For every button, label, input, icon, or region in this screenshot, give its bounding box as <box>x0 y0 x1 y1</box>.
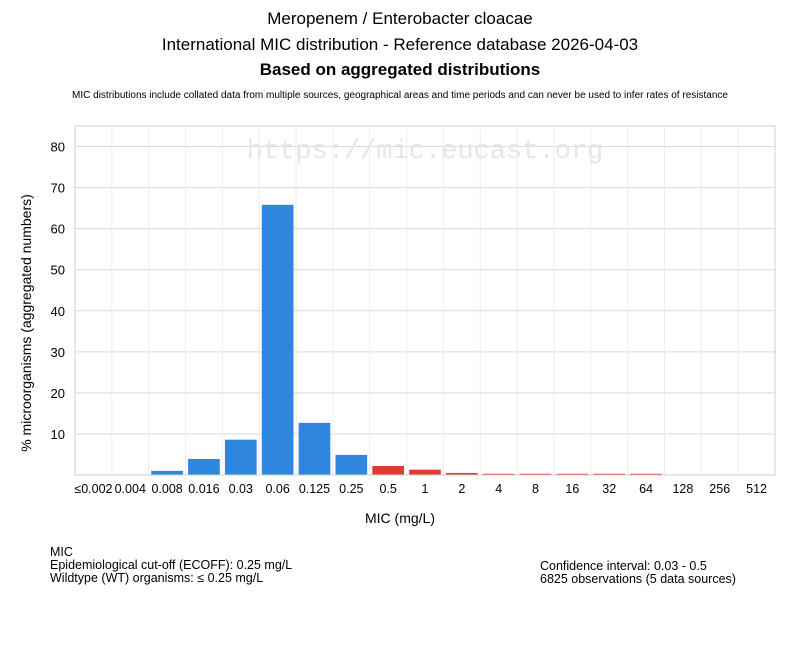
chart-subtitle: International MIC distribution - Referen… <box>161 35 639 54</box>
y-tick-label: 30 <box>51 345 65 360</box>
bar-4 <box>482 473 515 475</box>
watermark-text: https://mic.eucast.org <box>247 137 603 167</box>
x-tick-label: 0.008 <box>151 482 182 496</box>
footer-left: MIC Epidemiological cut-off (ECOFF): 0.2… <box>50 546 292 585</box>
x-tick-labels: ≤0.002 0.004 0.008 0.016 0.03 0.06 0.125 0.25 0.… <box>74 482 767 496</box>
x-tick-label: 4 <box>495 482 502 496</box>
chart-subtitle-bold: Based on aggregated distributions <box>259 60 541 79</box>
x-tick-label: ≤0.002 <box>74 482 112 496</box>
footer-confidence-interval: Confidence interval: 0.03 - 0.5 <box>540 559 707 573</box>
y-tick-labels: 10 20 30 40 50 60 70 80 <box>51 140 65 442</box>
x-tick-label: 0.016 <box>188 482 219 496</box>
chart-title: Meropenem / Enterobacter cloacae <box>267 9 533 28</box>
x-tick-label: 0.03 <box>229 482 253 496</box>
bar-0.008 <box>151 470 183 475</box>
bar-64 <box>630 473 662 475</box>
bar-0.03 <box>224 439 257 475</box>
y-tick-label: 20 <box>51 386 65 401</box>
bar-0.25 <box>335 454 368 475</box>
bar-0.06 <box>261 204 294 475</box>
x-tick-label: 0.125 <box>299 482 330 496</box>
bars <box>151 204 662 475</box>
bar-16 <box>556 473 589 475</box>
bar-0.125 <box>298 422 331 475</box>
x-tick-label: 256 <box>709 482 730 496</box>
x-tick-label: 32 <box>602 482 616 496</box>
x-tick-label: 512 <box>746 482 767 496</box>
footer-wildtype: Wildtype (WT) organisms: ≤ 0.25 mg/L <box>50 571 264 585</box>
bar-8 <box>519 473 552 475</box>
y-tick-label: 50 <box>51 263 65 278</box>
y-tick-label: 70 <box>51 181 65 196</box>
x-tick-label: 8 <box>532 482 539 496</box>
x-axis-label: MIC (mg/L) <box>365 510 435 526</box>
x-tick-label: 0.06 <box>265 482 289 496</box>
y-tick-label: 60 <box>51 222 65 237</box>
footer-mic-label: MIC <box>50 545 73 559</box>
y-tick-label: 80 <box>51 140 65 155</box>
bar-2 <box>446 472 478 475</box>
x-tick-label: 128 <box>672 482 693 496</box>
bar-1 <box>409 469 441 475</box>
x-tick-label: 1 <box>422 482 429 496</box>
x-tick-label: 64 <box>639 482 653 496</box>
y-axis-label: % microorganisms (aggregated numbers) <box>18 194 34 452</box>
grid-lines <box>74 126 776 475</box>
x-tick-label: 2 <box>458 482 465 496</box>
x-tick-label: 0.25 <box>339 482 363 496</box>
x-tick-label: 0.004 <box>115 482 146 496</box>
footer-right: Confidence interval: 0.03 - 0.5 6825 obs… <box>540 560 736 586</box>
plot-frame <box>74 125 776 476</box>
bar-0.5 <box>372 465 404 475</box>
bar-32 <box>593 473 626 475</box>
x-tick-label: 16 <box>565 482 579 496</box>
footer-observations: 6825 observations (5 data sources) <box>540 572 736 586</box>
bar-0.016 <box>188 458 220 475</box>
x-tick-label: 0.5 <box>379 482 396 496</box>
footer-ecoff: Epidemiological cut-off (ECOFF): 0.25 mg… <box>50 558 293 572</box>
disclaimer-text: MIC distributions include collated data … <box>72 90 728 101</box>
y-tick-label: 40 <box>51 304 65 319</box>
y-tick-label: 10 <box>51 427 65 442</box>
